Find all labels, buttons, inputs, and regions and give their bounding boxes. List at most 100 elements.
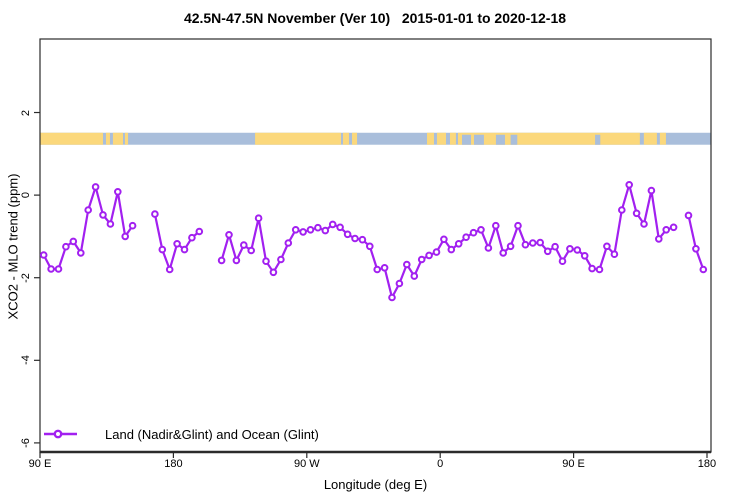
map-band-ocean-patch <box>461 134 472 145</box>
data-point <box>403 260 411 269</box>
data-point <box>158 245 167 254</box>
data-point <box>180 245 189 254</box>
data-point <box>54 265 63 273</box>
map-band-land-segment <box>40 132 103 145</box>
map-band-ocean-patch <box>510 134 518 145</box>
x-tick-label: 90 E <box>28 458 52 470</box>
data-point <box>114 188 122 196</box>
data-point <box>447 245 456 254</box>
data-point <box>551 242 559 251</box>
map-band-land-segment <box>449 132 456 145</box>
data-point <box>647 186 656 195</box>
data-point <box>173 240 181 248</box>
data-point <box>595 265 604 274</box>
data-point <box>291 226 300 234</box>
data-point <box>39 251 48 259</box>
data-point <box>440 235 448 244</box>
x-tick-label: 180 <box>164 458 183 470</box>
data-point <box>432 248 441 256</box>
legend-label: Land (Nadir&Glint) and Ocean (Glint) <box>105 427 319 442</box>
data-point <box>380 264 389 272</box>
map-band-land-segment <box>427 132 434 145</box>
x-tick-label: 90 W <box>293 458 320 470</box>
data-point <box>536 238 545 247</box>
data-point <box>77 249 85 257</box>
map-band-ocean-patch <box>473 134 484 145</box>
data-point <box>632 209 641 218</box>
data-point <box>128 221 137 230</box>
data-point <box>269 268 278 277</box>
data-point <box>106 220 115 228</box>
data-point <box>610 250 619 258</box>
data-point <box>669 223 678 232</box>
data-point <box>506 242 515 251</box>
data-point <box>521 240 530 249</box>
y-tick-label: -4 <box>20 355 32 366</box>
map-band-land-segment <box>105 132 110 145</box>
x-axis-label: Longitude (deg E) <box>323 477 428 492</box>
data-point <box>262 257 270 266</box>
y-tick-label: -2 <box>20 272 32 283</box>
x-tick-label: 90 E <box>562 458 585 470</box>
data-point <box>477 226 485 234</box>
map-band-land-segment <box>457 132 640 145</box>
data-point <box>314 223 322 232</box>
data-point <box>662 226 671 234</box>
map-band-land-segment <box>643 132 657 145</box>
data-point <box>699 265 708 274</box>
data-point <box>603 242 611 251</box>
data-point <box>217 256 226 265</box>
data-point <box>529 239 537 247</box>
map-band-land-segment <box>659 132 666 145</box>
data-point <box>684 211 693 220</box>
data-point <box>395 279 404 288</box>
data-point <box>558 257 567 266</box>
data-point <box>588 264 596 273</box>
data-point <box>47 265 55 273</box>
data-point <box>62 242 70 251</box>
data-point <box>343 230 352 239</box>
data-point <box>284 239 293 247</box>
data-point <box>425 251 433 260</box>
data-point <box>366 242 374 251</box>
data-point <box>543 247 552 256</box>
map-band-land-segment <box>255 132 342 145</box>
map-band-land-segment <box>112 132 124 145</box>
data-point <box>618 206 626 214</box>
data-point <box>655 235 663 243</box>
data-line <box>42 185 134 271</box>
data-point <box>514 221 522 230</box>
data-point <box>195 227 204 236</box>
data-point <box>454 240 463 248</box>
map-band-ocean <box>40 132 711 145</box>
data-point <box>336 223 344 232</box>
map-band-land-segment <box>342 132 350 145</box>
x-tick-label: 180 <box>697 458 717 470</box>
map-band-land-segment <box>436 132 446 145</box>
data-point <box>306 226 315 234</box>
map-band-ocean-patch <box>495 134 505 145</box>
data-point <box>188 233 196 242</box>
y-tick-label: -6 <box>20 438 32 448</box>
map-band-land-segment <box>352 132 358 145</box>
data-point <box>373 265 382 274</box>
data-point <box>277 255 285 264</box>
data-point <box>388 293 396 302</box>
data-point <box>692 245 700 253</box>
data-point <box>580 252 589 260</box>
data-point <box>165 265 174 274</box>
data-point <box>225 231 233 239</box>
plot-title: 42.5N-47.5N November (Ver 10) 2015-01-01… <box>183 10 567 26</box>
data-point <box>69 237 78 246</box>
data-line <box>687 215 705 270</box>
data-point <box>625 181 634 189</box>
data-point <box>299 228 307 236</box>
data-point <box>469 228 478 237</box>
data-point <box>499 249 508 257</box>
data-point <box>492 221 500 230</box>
data-point <box>566 245 574 253</box>
data-point <box>417 255 426 264</box>
data-point <box>99 211 107 219</box>
data-point <box>232 256 241 265</box>
